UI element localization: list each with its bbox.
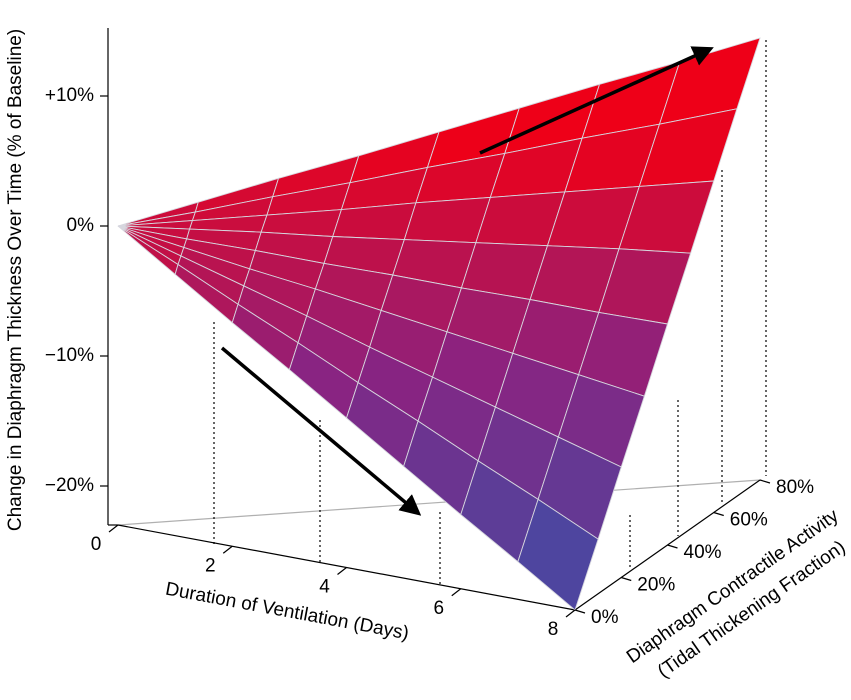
surface-cell [403, 196, 491, 244]
x-tick-label: 4 [319, 577, 330, 598]
y-tick [574, 609, 586, 614]
z-tick-label: +10% [45, 85, 94, 106]
floor-back-edge [117, 479, 761, 526]
z-tick-label: 0% [67, 215, 95, 236]
y-tick-label: 20% [637, 575, 675, 596]
y-tick-label: 80% [776, 477, 814, 498]
z-axis-label: Change in Diaphragm Thickness Over Time … [5, 29, 26, 531]
y-tick-label: 0% [591, 607, 619, 628]
surface [117, 37, 761, 611]
arrows [220, 46, 714, 516]
surface-cell [517, 498, 599, 611]
x-tick-label: 2 [205, 555, 216, 576]
y-tick [759, 479, 771, 484]
x-axis-label: Duration of Ventilation (Days) [164, 579, 411, 645]
arrow-up [479, 46, 714, 155]
z-tick-label: −20% [45, 475, 94, 496]
x-tick-label: 6 [433, 598, 444, 619]
x-tick [108, 524, 119, 533]
x-tick [337, 567, 347, 575]
y-tick-label: 60% [730, 510, 768, 531]
x-tick-label: 8 [548, 619, 559, 640]
x-tick [222, 545, 233, 554]
y-tick [713, 511, 724, 517]
x-tick-label: 0 [91, 534, 102, 555]
drop-lines [213, 40, 767, 586]
y-tick [667, 544, 678, 549]
x-tick [451, 588, 462, 597]
y-tick [621, 576, 632, 582]
z-tick-label: −10% [45, 345, 94, 366]
x-tick [565, 609, 576, 618]
y-tick-label: 40% [684, 542, 722, 563]
arrow-down [220, 346, 422, 516]
